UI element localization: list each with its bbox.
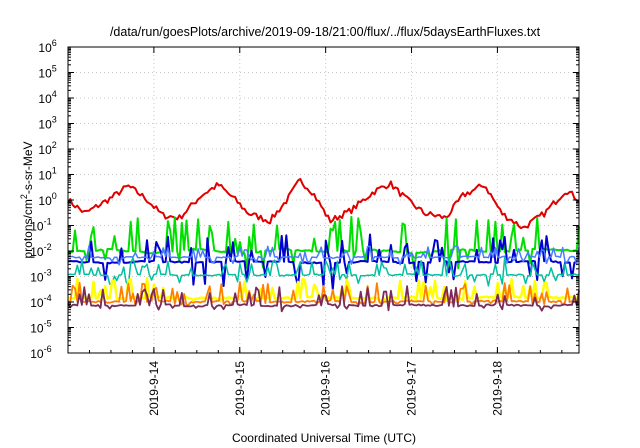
x-tick-label: 2019-9-14	[147, 361, 161, 416]
y-tick-base: 10	[30, 347, 44, 361]
y-tick-label: 106	[38, 38, 56, 55]
y-tick-exponent: -3	[44, 268, 52, 278]
series-line	[67, 256, 580, 287]
y-tick-exponent: -1	[44, 217, 52, 227]
series-group	[67, 177, 580, 313]
y-tick-base: 10	[38, 194, 52, 208]
y-tick-label: 10-4	[30, 293, 51, 310]
y-tick-label: 104	[38, 89, 56, 106]
y-tick-base: 10	[38, 143, 52, 157]
y-tick-base: 10	[38, 169, 52, 183]
chart-title: /data/run/goesPlots/archive/2019-09-18/2…	[110, 25, 541, 39]
y-tick-base: 10	[38, 41, 52, 55]
y-tick-exponent: -4	[44, 293, 52, 303]
y-tick-base: 10	[30, 296, 44, 310]
y-tick-label: 101	[38, 166, 56, 183]
x-tick-label: 2019-9-17	[405, 361, 419, 416]
x-tick-label: 2019-9-18	[490, 361, 504, 416]
y-tick-base: 10	[30, 271, 44, 285]
x-axis: 2019-9-14 2019-9-15 2019-9-16 2019-9-17 2019…	[67, 47, 563, 416]
y-axis: 10-610-510-410-310-210-11001011021031041…	[30, 38, 579, 361]
y-tick-exponent: 1	[52, 166, 57, 176]
y-tick-base: 10	[30, 220, 44, 234]
series-line	[67, 177, 580, 230]
y-tick-label: 10-3	[30, 268, 51, 285]
y-axis-label-part: -s-sr-MeV	[21, 141, 35, 194]
y-tick-label: 103	[38, 115, 56, 132]
y-axis-label-part: protons/cm	[21, 199, 35, 258]
y-tick-exponent: -5	[44, 319, 52, 329]
y-tick-exponent: 2	[52, 140, 57, 150]
y-tick-exponent: 0	[52, 191, 57, 201]
x-tick-label: 2019-9-16	[319, 361, 333, 416]
series-line	[67, 285, 580, 313]
y-tick-label: 105	[38, 64, 56, 81]
y-tick-base: 10	[38, 118, 52, 132]
y-tick-label: 10-6	[30, 344, 51, 361]
y-tick-label: 10-5	[30, 319, 51, 336]
series-line	[67, 281, 580, 307]
y-tick-exponent: 3	[52, 115, 57, 125]
y-axis-label-superscript: 2	[19, 194, 29, 199]
y-tick-label: 10-1	[30, 217, 51, 234]
y-tick-label: 100	[38, 191, 56, 208]
y-tick-base: 10	[30, 322, 44, 336]
y-tick-base: 10	[38, 67, 52, 81]
y-axis-label: protons/cm2-s-sr-MeV	[19, 141, 35, 258]
y-tick-exponent: 6	[52, 38, 57, 48]
y-tick-label: 102	[38, 140, 56, 157]
x-axis-label: Coordinated Universal Time (UTC)	[232, 431, 416, 445]
series-line	[67, 245, 580, 266]
y-tick-exponent: -2	[44, 242, 52, 252]
y-tick-base: 10	[38, 92, 52, 106]
y-tick-label: 10-2	[30, 242, 51, 259]
x-tick-label: 2019-9-15	[233, 361, 247, 416]
y-tick-base: 10	[30, 245, 44, 259]
y-tick-exponent: -6	[44, 344, 52, 354]
y-tick-exponent: 5	[52, 64, 57, 74]
y-tick-exponent: 4	[52, 89, 57, 99]
